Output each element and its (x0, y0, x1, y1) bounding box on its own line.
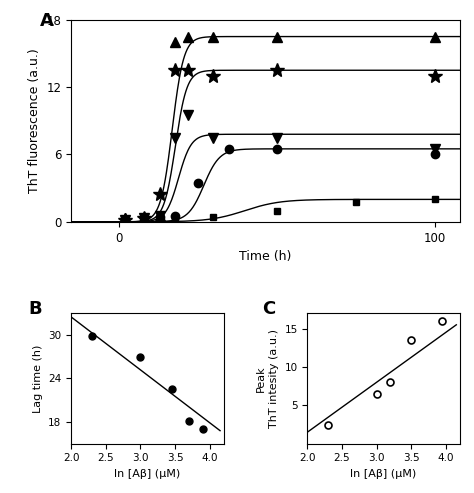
X-axis label: Time (h): Time (h) (239, 250, 292, 263)
Text: C: C (262, 300, 275, 318)
Y-axis label: Lag time (h): Lag time (h) (33, 344, 43, 413)
Y-axis label: Peak
ThT intesity (a.u.): Peak ThT intesity (a.u.) (255, 329, 279, 428)
X-axis label: ln [Aβ] (μM): ln [Aβ] (μM) (114, 469, 181, 479)
Y-axis label: ThT fluorescence (a.u.): ThT fluorescence (a.u.) (28, 48, 41, 193)
Text: A: A (40, 12, 54, 30)
Text: B: B (28, 300, 42, 318)
X-axis label: ln [Aβ] (μM): ln [Aβ] (μM) (350, 469, 417, 479)
